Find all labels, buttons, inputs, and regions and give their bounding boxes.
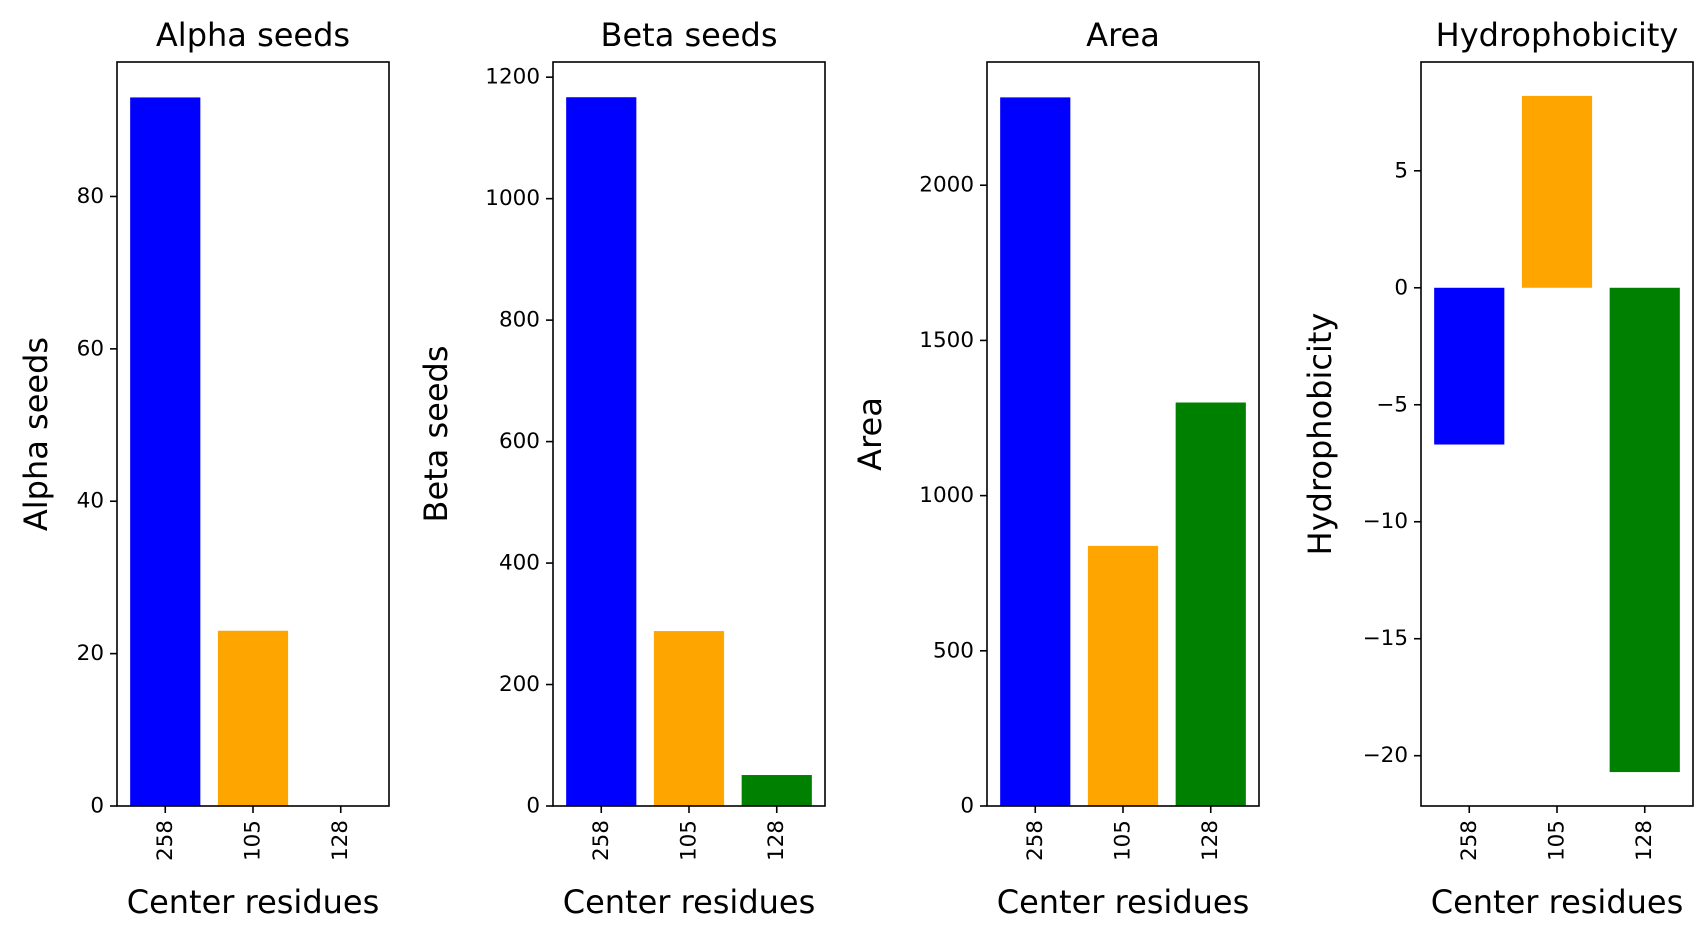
bar-128	[741, 775, 812, 806]
chart-title: Alpha seeds	[156, 16, 350, 54]
y-axis-label: Hydrophobicity	[1301, 313, 1339, 556]
bar-128	[1175, 402, 1246, 806]
y-tick-label: 0	[1394, 275, 1408, 300]
x-tick-label: 105	[1545, 820, 1570, 861]
x-tick-label: 105	[1111, 820, 1136, 861]
y-tick-label: 0	[90, 794, 104, 819]
y-tick-label: 200	[499, 672, 540, 697]
y-tick-label: 80	[77, 184, 104, 209]
bar-258	[566, 97, 637, 807]
y-tick-label: 1200	[485, 65, 540, 90]
y-tick-label: −15	[1363, 626, 1408, 651]
x-tick-label: 258	[589, 820, 614, 861]
chart-title: Beta seeds	[601, 16, 778, 54]
y-tick-label: 600	[499, 429, 540, 454]
bar-258	[1434, 287, 1505, 445]
y-tick-label: 0	[526, 794, 540, 819]
x-tick-label: 258	[1457, 820, 1482, 861]
bar-105	[1521, 95, 1593, 288]
y-axis-label: Area	[851, 397, 889, 471]
y-tick-label: −5	[1376, 392, 1408, 417]
y-tick-label: −10	[1363, 509, 1408, 534]
y-tick-label: 5	[1394, 158, 1408, 183]
y-tick-label: 20	[77, 641, 104, 666]
chart-panel-3: 0 500 1000 1500 2000 258 105 128 Area Center resi…	[851, 16, 1260, 921]
bar-105	[217, 630, 289, 806]
x-axis-label: Center residues	[997, 883, 1250, 921]
x-tick-label: 258	[153, 820, 178, 861]
x-tick-label: 128	[1198, 820, 1223, 861]
bar-105	[653, 631, 725, 806]
x-axis-label: Center residues	[563, 883, 816, 921]
y-tick-label: 2000	[919, 173, 974, 198]
y-tick-label: 1000	[485, 186, 540, 211]
y-tick-label: 60	[77, 336, 104, 361]
x-tick-label: 105	[677, 820, 702, 861]
x-tick-label: 128	[328, 820, 353, 861]
x-tick-label: 128	[1632, 820, 1657, 861]
bar-128	[1609, 287, 1680, 773]
x-axis-label: Center residues	[127, 883, 380, 921]
chart-title: Area	[1086, 16, 1160, 54]
x-tick-label: 258	[1023, 820, 1048, 861]
x-axis-label: Center residues	[1431, 883, 1684, 921]
x-tick-label: 128	[764, 820, 789, 861]
chart-panel-1: 0 20 40 60 80 258 105 128 Alpha seeds Center resi…	[17, 16, 390, 921]
y-axis-label: Alpha seeds	[17, 337, 55, 531]
y-tick-label: 1000	[919, 483, 974, 508]
y-tick-label: 1500	[919, 328, 974, 353]
y-tick-label: 500	[933, 638, 974, 663]
y-axis-label: Beta seeds	[417, 346, 455, 523]
x-tick-label: 105	[241, 820, 266, 861]
y-tick-label: 800	[499, 308, 540, 333]
chart-panel-4: −20 −15 −10 −5 0 5 258 105 128 Hydrophobicity Cent…	[1301, 16, 1694, 921]
y-tick-label: 0	[960, 794, 974, 819]
bar-258	[1000, 97, 1071, 806]
chart-panel-2: 0 200 400 600 800 1000 1200 258 105 128 Beta seeds…	[417, 16, 826, 921]
bar-105	[1087, 545, 1159, 806]
bar-258	[130, 97, 201, 807]
y-tick-label: −20	[1363, 743, 1408, 768]
y-tick-label: 400	[499, 551, 540, 576]
y-tick-label: 40	[77, 489, 104, 514]
chart-title: Hydrophobicity	[1436, 16, 1679, 54]
